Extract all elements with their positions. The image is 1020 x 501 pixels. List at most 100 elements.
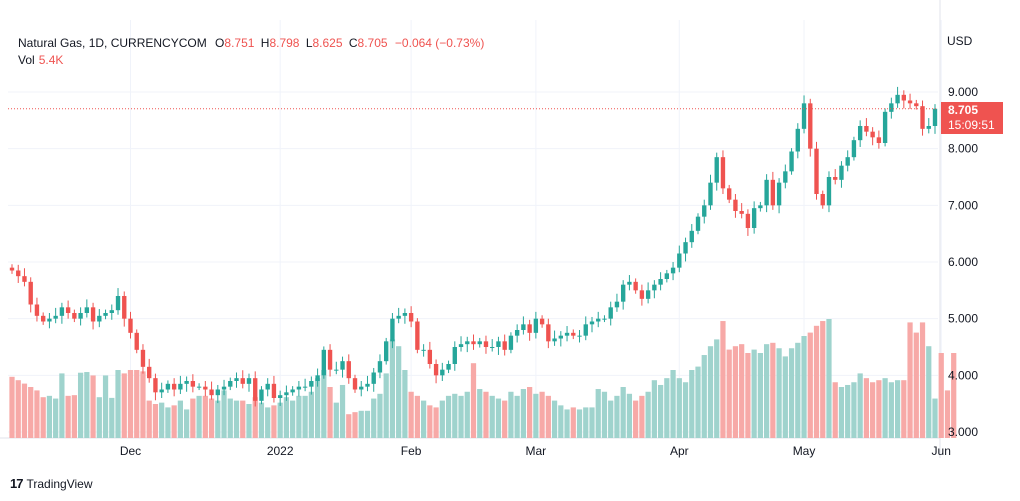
volume-bar: [907, 322, 913, 438]
volume-bar: [838, 387, 845, 438]
candle-body: [433, 364, 439, 376]
volume-bar: [726, 349, 732, 438]
candle-body: [59, 307, 65, 316]
volume-bar: [296, 395, 302, 438]
volume-bar: [314, 378, 321, 438]
volume-bar: [882, 378, 888, 438]
volume-bar: [901, 380, 907, 438]
volume-bar: [371, 398, 377, 438]
candle-body: [702, 205, 707, 217]
volume-bar: [227, 398, 233, 438]
candle-body: [184, 381, 189, 384]
volume-bar: [308, 391, 314, 438]
volume-bar: [951, 353, 957, 438]
candle-body: [914, 103, 919, 107]
volume-bar: [414, 395, 420, 438]
volume-bar: [140, 371, 146, 438]
volume-bar: [377, 393, 383, 438]
volume-bar: [134, 370, 140, 438]
volume-bar: [408, 391, 414, 438]
volume-bar: [277, 402, 283, 438]
volume-bar: [664, 378, 670, 438]
candle-body: [490, 347, 495, 348]
volume-bar: [570, 407, 576, 438]
price-axis[interactable]: 3.000 4.000 5.000 6.000 7.000 8.000 9.000: [948, 85, 978, 439]
volume-bar: [215, 400, 221, 438]
time-tick-label: Jun: [932, 444, 951, 458]
candle-body: [920, 106, 925, 129]
last-price-value: 8.705: [948, 103, 979, 117]
volume-bar: [676, 378, 682, 438]
candle-body: [359, 386, 364, 390]
candle-body: [440, 369, 445, 376]
candle-body: [390, 318, 395, 342]
candle-body: [670, 267, 676, 274]
candle-body: [421, 349, 426, 351]
candle-body: [203, 386, 208, 390]
candle-body: [683, 242, 688, 254]
time-tick-label: May: [793, 444, 816, 458]
time-tick-label: Dec: [120, 444, 141, 458]
candle-body: [589, 321, 595, 325]
volume-bar: [876, 380, 882, 438]
volume-bar: [739, 344, 745, 438]
volume-bar: [196, 395, 202, 438]
candle-body: [471, 341, 476, 345]
volume-bar: [757, 353, 763, 438]
legend-close-value: 8.705: [357, 36, 388, 50]
volume-bar: [527, 387, 533, 438]
candle-body: [402, 313, 408, 316]
legend-symbol[interactable]: Natural Gas, 1D, CURRENCYCOM: [18, 36, 207, 50]
volume-bar: [595, 389, 601, 438]
tradingview-brand[interactable]: 17 TradingView: [10, 476, 93, 491]
volume-bar: [583, 407, 589, 438]
candle-body: [857, 126, 863, 141]
volume-bar: [121, 373, 127, 438]
volume-bar: [339, 384, 346, 438]
volume-bar: [208, 398, 215, 438]
volume-bar: [508, 391, 514, 438]
volume-bar: [221, 390, 227, 438]
volume-bar: [321, 370, 327, 438]
candle-body: [776, 182, 782, 206]
candle-body: [907, 100, 913, 104]
volume-bar: [576, 409, 583, 438]
volume-bar: [682, 382, 689, 438]
volume-bar: [732, 346, 739, 438]
volume-bar: [782, 356, 788, 438]
candle-body: [652, 284, 657, 291]
legend-volume-label: Vol: [18, 53, 35, 67]
legend-low-value: 8.625: [312, 36, 343, 50]
candle-body: [596, 318, 601, 322]
price-candles: [9, 86, 938, 407]
volume-bar: [483, 391, 489, 438]
volume-bar: [177, 400, 184, 438]
time-axis[interactable]: Dec 2022 Feb Mar Apr May Jun: [120, 444, 951, 458]
candle-body: [689, 230, 694, 243]
volume-bar: [271, 405, 277, 438]
volume-bar: [402, 370, 408, 438]
candle-body: [889, 103, 894, 112]
volume-bar: [845, 384, 851, 438]
volume-bar: [807, 332, 813, 438]
candle-body: [870, 131, 875, 138]
candle-body: [153, 378, 158, 393]
candle-body: [483, 341, 489, 347]
volume-bar: [184, 409, 190, 438]
volume-bar: [720, 321, 726, 438]
volume-bar: [820, 321, 826, 438]
volume-bar: [894, 380, 901, 438]
candle-body: [178, 383, 183, 390]
volume-bar: [539, 391, 545, 438]
volume-bar: [127, 370, 134, 438]
candle-body: [664, 273, 670, 279]
candle-body: [783, 171, 788, 183]
candle-body: [645, 290, 651, 299]
candle-body: [115, 296, 121, 311]
volume-bar: [34, 390, 40, 438]
volume-bar: [115, 370, 121, 438]
volume-bar: [919, 322, 926, 438]
legend-open-value: 8.751: [224, 36, 255, 50]
candle-body: [196, 386, 202, 388]
